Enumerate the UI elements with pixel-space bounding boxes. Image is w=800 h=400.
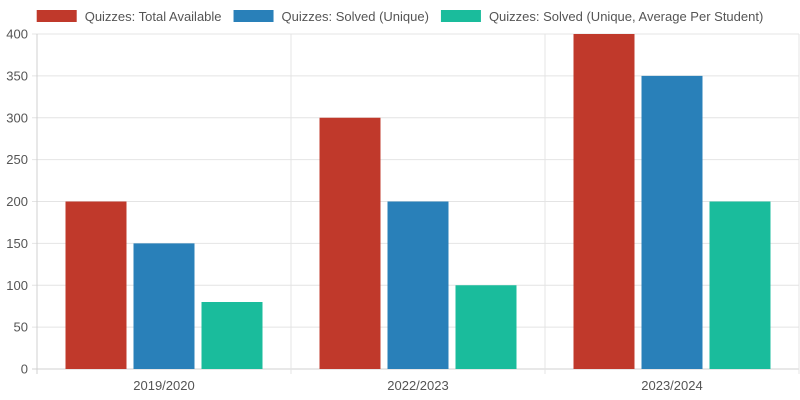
bar[interactable]: [641, 75, 703, 369]
legend-item[interactable]: Quizzes: Solved (Unique, Average Per Stu…: [440, 9, 763, 24]
bar[interactable]: [455, 285, 517, 369]
y-tick-label: 200: [6, 194, 28, 209]
bar[interactable]: [573, 34, 635, 369]
x-tick-label: 2022/2023: [387, 378, 448, 393]
y-tick-label: 100: [6, 278, 28, 293]
bar[interactable]: [201, 302, 263, 369]
bar[interactable]: [709, 201, 771, 370]
legend-swatch: [440, 10, 481, 22]
legend-item[interactable]: Quizzes: Total Available: [36, 9, 222, 24]
legend-swatch: [36, 10, 77, 22]
bar[interactable]: [319, 117, 381, 369]
legend-swatch: [233, 10, 274, 22]
legend: Quizzes: Total Available Quizzes: Solved …: [36, 9, 763, 24]
y-tick-label: 0: [21, 362, 28, 377]
y-tick-label: 400: [6, 27, 28, 42]
y-tick-label: 50: [14, 320, 28, 335]
y-tick-label: 350: [6, 68, 28, 83]
bar[interactable]: [387, 201, 449, 370]
y-axis: 0 50 100 150 200 250 300 350 400: [6, 27, 28, 377]
legend-label: Quizzes: Solved (Unique, Average Per Stu…: [489, 9, 763, 24]
bars: [65, 34, 771, 370]
x-axis: 2019/2020 2022/2023 2023/2024: [133, 378, 702, 393]
x-tick-label: 2019/2020: [133, 378, 194, 393]
y-tick-label: 150: [6, 236, 28, 251]
bar[interactable]: [133, 243, 195, 369]
bar[interactable]: [65, 201, 127, 370]
x-tick-label: 2023/2024: [641, 378, 702, 393]
legend-label: Quizzes: Solved (Unique): [282, 9, 429, 24]
legend-item[interactable]: Quizzes: Solved (Unique): [233, 9, 429, 24]
legend-label: Quizzes: Total Available: [85, 9, 222, 24]
y-tick-label: 300: [6, 110, 28, 125]
y-tick-label: 250: [6, 152, 28, 167]
